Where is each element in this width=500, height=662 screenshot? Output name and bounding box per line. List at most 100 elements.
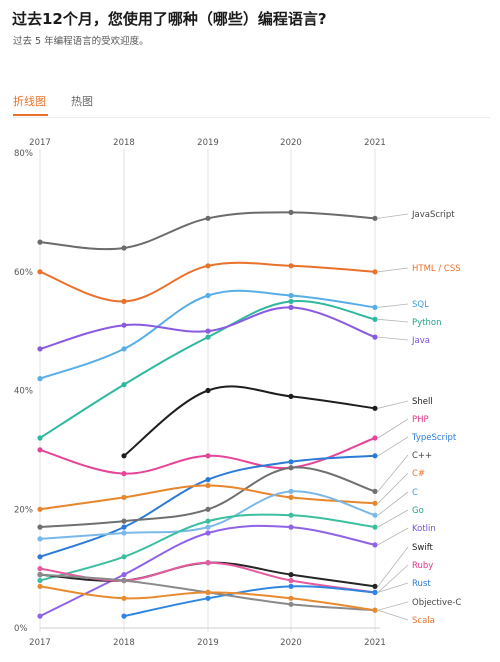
series-label-scala: Scala xyxy=(412,616,435,626)
data-point-sql-2017 xyxy=(37,376,43,382)
tab-heatmap[interactable]: 热图 xyxy=(71,95,93,108)
data-point-typescript-2020 xyxy=(288,459,294,465)
x-tick-label-bottom-2018: 2018 xyxy=(113,638,135,648)
leader-line-typescript xyxy=(377,436,409,457)
data-point-java-2019 xyxy=(205,328,211,334)
data-point-sql-2019 xyxy=(205,292,211,299)
data-point-javascript-2017 xyxy=(37,239,43,245)
series-label-sql: SQL xyxy=(412,300,429,310)
series-label-ruby: Ruby xyxy=(412,561,433,571)
series-label-c: C xyxy=(412,488,418,498)
leader-line-scala xyxy=(377,609,409,621)
x-tick-label-top-2019: 2019 xyxy=(197,138,219,148)
data-point-c-2019 xyxy=(205,524,211,530)
data-point-sql-2020 xyxy=(288,292,294,299)
x-tick-label-bottom-2020: 2020 xyxy=(280,638,302,648)
data-point-go-2021 xyxy=(372,524,378,530)
leader-line-kotlin xyxy=(377,527,409,546)
leader-line-python xyxy=(377,318,409,323)
data-point-scala-2020 xyxy=(288,595,294,601)
data-point-go-2017 xyxy=(37,577,43,584)
data-point-go-2020 xyxy=(288,512,294,518)
data-point-objective-c-2020 xyxy=(288,601,294,607)
data-point-go-2018 xyxy=(121,554,127,560)
data-point-kotlin-2019 xyxy=(205,530,211,536)
data-point-html-css-2017 xyxy=(37,269,43,275)
data-point-c-2019 xyxy=(205,506,211,512)
data-point-java-2020 xyxy=(288,304,294,310)
y-tick-label-0: 0% xyxy=(14,624,28,634)
leader-line-rust xyxy=(377,582,409,593)
data-point-python-2017 xyxy=(37,435,43,441)
data-point-c-2020 xyxy=(288,465,294,471)
data-point-javascript-2020 xyxy=(288,209,294,215)
tab-line-chart[interactable]: 折线图 xyxy=(13,95,46,108)
leader-line-shell xyxy=(377,400,409,409)
data-point-shell-2021 xyxy=(372,405,378,411)
data-point-kotlin-2021 xyxy=(372,542,378,548)
data-point-python-2020 xyxy=(288,298,294,304)
data-point-python-2018 xyxy=(121,382,127,388)
series-line-rust xyxy=(123,585,376,618)
series-label-typescript: TypeScript xyxy=(411,433,457,443)
data-point-html-css-2019 xyxy=(205,263,211,269)
data-point-c-2017 xyxy=(37,536,43,542)
leader-line-c xyxy=(377,472,409,504)
data-point-kotlin-2018 xyxy=(121,572,127,578)
data-point-php-2019 xyxy=(205,453,211,459)
page-title: 过去12个月，您使用了哪种（哪些）编程语言? xyxy=(12,10,327,28)
data-point-c-2019 xyxy=(205,482,211,489)
data-point-javascript-2021 xyxy=(372,215,378,221)
data-point-go-2019 xyxy=(205,518,211,524)
data-point-objective-c-2017 xyxy=(37,572,43,578)
leader-line-swift xyxy=(377,546,409,587)
data-point-rust-2019 xyxy=(205,595,211,601)
data-point-scala-2019 xyxy=(205,589,211,596)
data-point-shell-2019 xyxy=(205,387,211,394)
series-label-java: Java xyxy=(411,336,430,346)
series-label-javascript: JavaScript xyxy=(411,210,455,220)
series-label-html-css: HTML / CSS xyxy=(412,264,461,274)
data-point-rust-2020 xyxy=(288,583,294,590)
series-label-python: Python xyxy=(412,318,441,328)
data-point-python-2019 xyxy=(205,334,211,340)
page-subtitle: 过去 5 年编程语言的受欢迎度。 xyxy=(13,36,149,47)
data-point-php-2017 xyxy=(37,447,43,453)
data-point-scala-2017 xyxy=(37,583,43,590)
data-point-kotlin-2020 xyxy=(288,524,294,530)
data-point-c-2021 xyxy=(372,500,378,506)
y-tick-label-60: 60% xyxy=(14,268,33,278)
leader-line-java xyxy=(377,336,409,341)
x-tick-label-top-2017: 2017 xyxy=(29,138,51,148)
x-tick-label-bottom-2021: 2021 xyxy=(364,638,386,648)
leader-line-php xyxy=(377,418,409,439)
data-point-html-css-2020 xyxy=(288,263,294,269)
data-point-shell-2020 xyxy=(288,393,294,399)
data-point-javascript-2018 xyxy=(121,245,127,251)
x-tick-label-top-2021: 2021 xyxy=(364,138,386,148)
data-point-c-2021 xyxy=(372,488,378,494)
series-label-c: C# xyxy=(412,469,425,479)
data-point-ruby-2017 xyxy=(37,566,43,572)
data-point-swift-2020 xyxy=(288,572,294,578)
data-point-typescript-2019 xyxy=(205,477,211,483)
data-point-html-css-2021 xyxy=(372,269,378,275)
leader-line-html-css xyxy=(377,267,409,273)
active-tab-indicator xyxy=(13,114,48,116)
series-label-objective-c: Objective-C xyxy=(412,598,461,608)
data-point-c-2021 xyxy=(372,512,378,518)
data-point-sql-2021 xyxy=(372,304,378,310)
series-label-go: Go xyxy=(412,506,424,516)
series-label-c: C++ xyxy=(412,451,432,461)
data-point-java-2017 xyxy=(37,346,43,352)
data-point-c-2020 xyxy=(288,488,294,494)
data-point-html-css-2018 xyxy=(121,298,127,304)
data-point-php-2021 xyxy=(372,435,378,441)
data-point-kotlin-2017 xyxy=(37,613,43,619)
leader-line-go xyxy=(377,509,409,528)
data-point-c-2017 xyxy=(37,524,43,530)
data-point-swift-2021 xyxy=(372,583,378,590)
y-tick-label-20: 20% xyxy=(14,505,33,515)
data-point-c-2018 xyxy=(121,518,127,524)
